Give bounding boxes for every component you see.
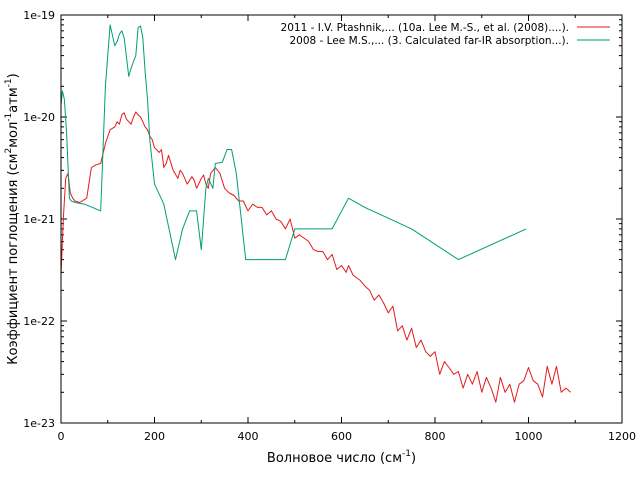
- y-tick-label: 1e-20: [23, 111, 55, 124]
- legend-label-1: 2011 - I.V. Ptashnik,... (10a. Lee M.-S.…: [281, 22, 569, 34]
- x-axis-label: Волновое число (см-1): [267, 449, 416, 466]
- legend-label-2: 2008 - Lee M.S.,... (3. Calculated far-I…: [289, 35, 569, 47]
- x-tick-label: 800: [425, 430, 446, 443]
- y-tick-label: 1e-21: [23, 213, 55, 226]
- y-tick-label: 1e-22: [23, 315, 55, 328]
- y-tick-label: 1e-23: [23, 417, 55, 430]
- series-line-2: [60, 24, 527, 261]
- y-axis-label: Коэффициент поглощения (см2мол-1атм-1): [4, 73, 21, 364]
- x-tick-label: 200: [144, 430, 165, 443]
- x-tick-label: 0: [58, 430, 65, 443]
- y-tick-label: 1e-19: [23, 9, 55, 22]
- series-line-1: [60, 111, 571, 403]
- axis-ticks: 0 200 400 600 800 1000 1200 1e-23 1e-22 1e-21 1e-2…: [23, 9, 636, 443]
- x-tick-label: 1000: [515, 430, 543, 443]
- x-tick-label: 400: [238, 430, 259, 443]
- x-tick-label: 1200: [608, 430, 636, 443]
- plot-frame: [60, 14, 623, 424]
- legend: 2011 - I.V. Ptashnik,... (10a. Lee M.-S.…: [281, 22, 610, 47]
- x-tick-label: 600: [331, 430, 352, 443]
- series-lines: [60, 24, 571, 403]
